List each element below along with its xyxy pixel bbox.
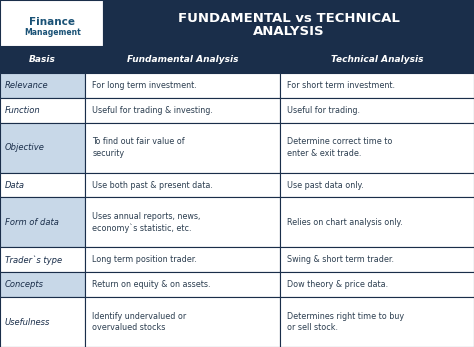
FancyBboxPatch shape [85, 197, 280, 247]
Text: Determines right time to buy
or sell stock.: Determines right time to buy or sell sto… [287, 312, 404, 332]
FancyBboxPatch shape [104, 0, 474, 47]
Text: Management: Management [24, 28, 81, 36]
FancyBboxPatch shape [280, 197, 474, 247]
Text: Relevance: Relevance [5, 81, 48, 90]
Text: Concepts: Concepts [5, 280, 44, 289]
FancyBboxPatch shape [0, 197, 85, 247]
Text: Technical Analysis: Technical Analysis [330, 56, 423, 64]
FancyBboxPatch shape [280, 47, 474, 73]
Text: Relies on chart analysis only.: Relies on chart analysis only. [287, 218, 402, 227]
Text: Finance: Finance [29, 17, 75, 27]
FancyBboxPatch shape [85, 98, 280, 123]
Text: Determine correct time to
enter & exit trade.: Determine correct time to enter & exit t… [287, 137, 392, 158]
Text: Uses annual reports, news,
economy`s statistic, etc.: Uses annual reports, news, economy`s sta… [92, 212, 201, 233]
Text: Objective: Objective [5, 143, 45, 152]
Text: Trader`s type: Trader`s type [5, 255, 62, 264]
Text: Identify undervalued or
overvalued stocks: Identify undervalued or overvalued stock… [92, 312, 187, 332]
Text: Form of data: Form of data [5, 218, 59, 227]
Text: Long term position trader.: Long term position trader. [92, 255, 197, 264]
Text: Data: Data [5, 180, 25, 189]
FancyBboxPatch shape [0, 98, 85, 123]
FancyBboxPatch shape [85, 247, 280, 272]
Text: For long term investment.: For long term investment. [92, 81, 197, 90]
FancyBboxPatch shape [280, 98, 474, 123]
FancyBboxPatch shape [85, 47, 280, 73]
Text: To find out fair value of
security: To find out fair value of security [92, 137, 185, 158]
FancyBboxPatch shape [280, 123, 474, 172]
Text: FUNDAMENTAL vs TECHNICAL: FUNDAMENTAL vs TECHNICAL [178, 12, 400, 25]
Text: Function: Function [5, 106, 40, 115]
FancyBboxPatch shape [0, 123, 85, 172]
FancyBboxPatch shape [85, 272, 280, 297]
FancyBboxPatch shape [0, 272, 85, 297]
Text: Basis: Basis [29, 56, 56, 64]
FancyBboxPatch shape [280, 172, 474, 197]
FancyBboxPatch shape [85, 172, 280, 197]
Text: For short term investment.: For short term investment. [287, 81, 395, 90]
Text: Useful for trading.: Useful for trading. [287, 106, 360, 115]
FancyBboxPatch shape [0, 247, 85, 272]
FancyBboxPatch shape [0, 73, 85, 98]
Text: Use past data only.: Use past data only. [287, 180, 364, 189]
FancyBboxPatch shape [0, 0, 104, 47]
FancyBboxPatch shape [85, 123, 280, 172]
FancyBboxPatch shape [280, 297, 474, 347]
Text: Useful for trading & investing.: Useful for trading & investing. [92, 106, 213, 115]
Text: Dow theory & price data.: Dow theory & price data. [287, 280, 388, 289]
FancyBboxPatch shape [280, 247, 474, 272]
Text: Usefulness: Usefulness [5, 318, 50, 327]
Text: Return on equity & on assets.: Return on equity & on assets. [92, 280, 211, 289]
Text: ANALYSIS: ANALYSIS [253, 25, 325, 37]
FancyBboxPatch shape [85, 73, 280, 98]
Text: Swing & short term trader.: Swing & short term trader. [287, 255, 394, 264]
FancyBboxPatch shape [85, 297, 280, 347]
FancyBboxPatch shape [0, 47, 85, 73]
FancyBboxPatch shape [0, 297, 85, 347]
Text: Fundamental Analysis: Fundamental Analysis [127, 56, 238, 64]
FancyBboxPatch shape [0, 172, 85, 197]
Text: Use both past & present data.: Use both past & present data. [92, 180, 213, 189]
FancyBboxPatch shape [280, 73, 474, 98]
FancyBboxPatch shape [280, 272, 474, 297]
